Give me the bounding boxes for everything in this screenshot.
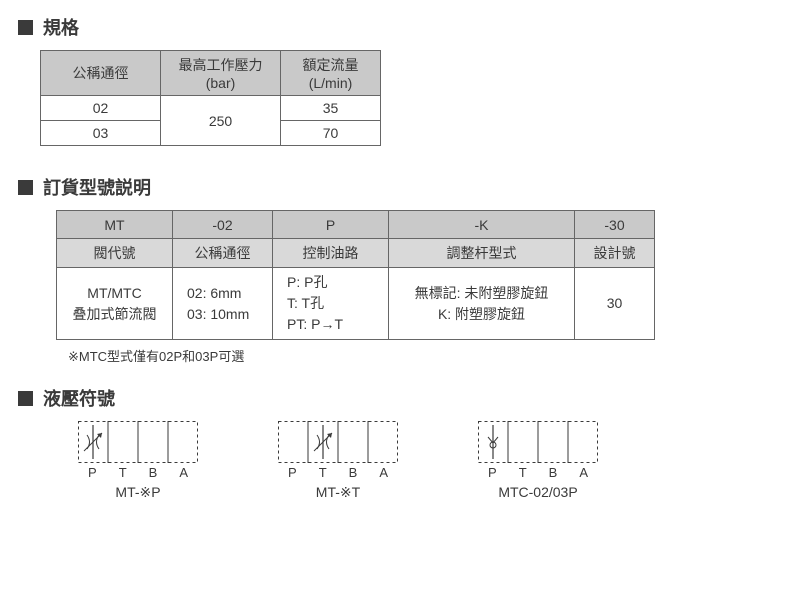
section-title-order: 訂貨型號説明	[18, 174, 782, 200]
symbol-name: MTC-02/03P	[478, 484, 598, 500]
hydraulic-symbol-icon	[278, 421, 398, 463]
port-label: B	[149, 465, 158, 480]
port-label: A	[579, 465, 588, 480]
order-table: MT -02 P -K -30 閥代號 公稱通徑 控制油路 調整杆型式 設計號 …	[56, 210, 655, 340]
order-r2-c1: 02: 6mm03: 10mm	[173, 268, 273, 340]
spec-cell-dia-0: 02	[41, 96, 161, 121]
order-r0-c0: MT	[57, 211, 173, 239]
spec-cell-flow-0: 35	[281, 96, 381, 121]
spec-cell-flow-1: 70	[281, 121, 381, 146]
symbol-name: MT-※P	[78, 484, 198, 501]
order-note: ※MTC型式僅有02P和03P可選	[68, 346, 782, 365]
port-labels: PTBA	[478, 465, 598, 480]
port-label: A	[179, 465, 188, 480]
order-r2-c0: MT/MTC叠加式節流閥	[57, 268, 173, 340]
order-r2-c2: P: P孔T: T孔PT: P→T	[273, 268, 389, 340]
port-labels: PTBA	[278, 465, 398, 480]
port-label: P	[488, 465, 497, 480]
port-label: T	[119, 465, 127, 480]
order-r1-c4: 設計號	[575, 239, 655, 268]
spec-th-2: 額定流量(L/min)	[281, 51, 381, 96]
port-label: P	[88, 465, 97, 480]
order-r1-c2: 控制油路	[273, 239, 389, 268]
order-r0-c3: -K	[389, 211, 575, 239]
port-label: B	[349, 465, 358, 480]
order-r0-c1: -02	[173, 211, 273, 239]
hydraulic-symbol-icon	[478, 421, 598, 463]
port-label: B	[549, 465, 558, 480]
order-r2-c3: 無標記: 未附塑膠旋鈕K: 附塑膠旋鈕	[389, 268, 575, 340]
order-r1-c3: 調整杆型式	[389, 239, 575, 268]
symbol-block: P T B A MTC-02/03P	[478, 421, 598, 501]
spec-cell-pressure: 250	[161, 96, 281, 146]
symbols-row: P T B A MT-※P P T B A MT-※T P T B A MTC-02/03P	[78, 421, 782, 501]
port-label: T	[519, 465, 527, 480]
spec-cell-dia-1: 03	[41, 121, 161, 146]
spec-table: 公稱通徑 最高工作壓力(bar) 額定流量(L/min) 02 250 35 0…	[40, 50, 381, 146]
port-label: T	[319, 465, 327, 480]
port-labels: PTBA	[78, 465, 198, 480]
spec-th-0: 公稱通徑	[41, 51, 161, 96]
order-r1-c1: 公稱通徑	[173, 239, 273, 268]
order-r1-c0: 閥代號	[57, 239, 173, 268]
order-r2-c4: 30	[575, 268, 655, 340]
order-title-text: 訂貨型號説明	[43, 174, 151, 200]
symbol-name: MT-※T	[278, 484, 398, 501]
section-title-spec: 規格	[18, 14, 782, 40]
symbol-title-text: 液壓符號	[43, 385, 115, 411]
order-r0-c4: -30	[575, 211, 655, 239]
symbol-block: P T B A MT-※T	[278, 421, 398, 501]
spec-th-1: 最高工作壓力(bar)	[161, 51, 281, 96]
hydraulic-symbol-icon	[78, 421, 198, 463]
section-title-symbol: 液壓符號	[18, 385, 782, 411]
port-label: P	[288, 465, 297, 480]
port-label: A	[379, 465, 388, 480]
spec-title-text: 規格	[43, 14, 79, 40]
symbol-block: P T B A MT-※P	[78, 421, 198, 501]
order-r0-c2: P	[273, 211, 389, 239]
